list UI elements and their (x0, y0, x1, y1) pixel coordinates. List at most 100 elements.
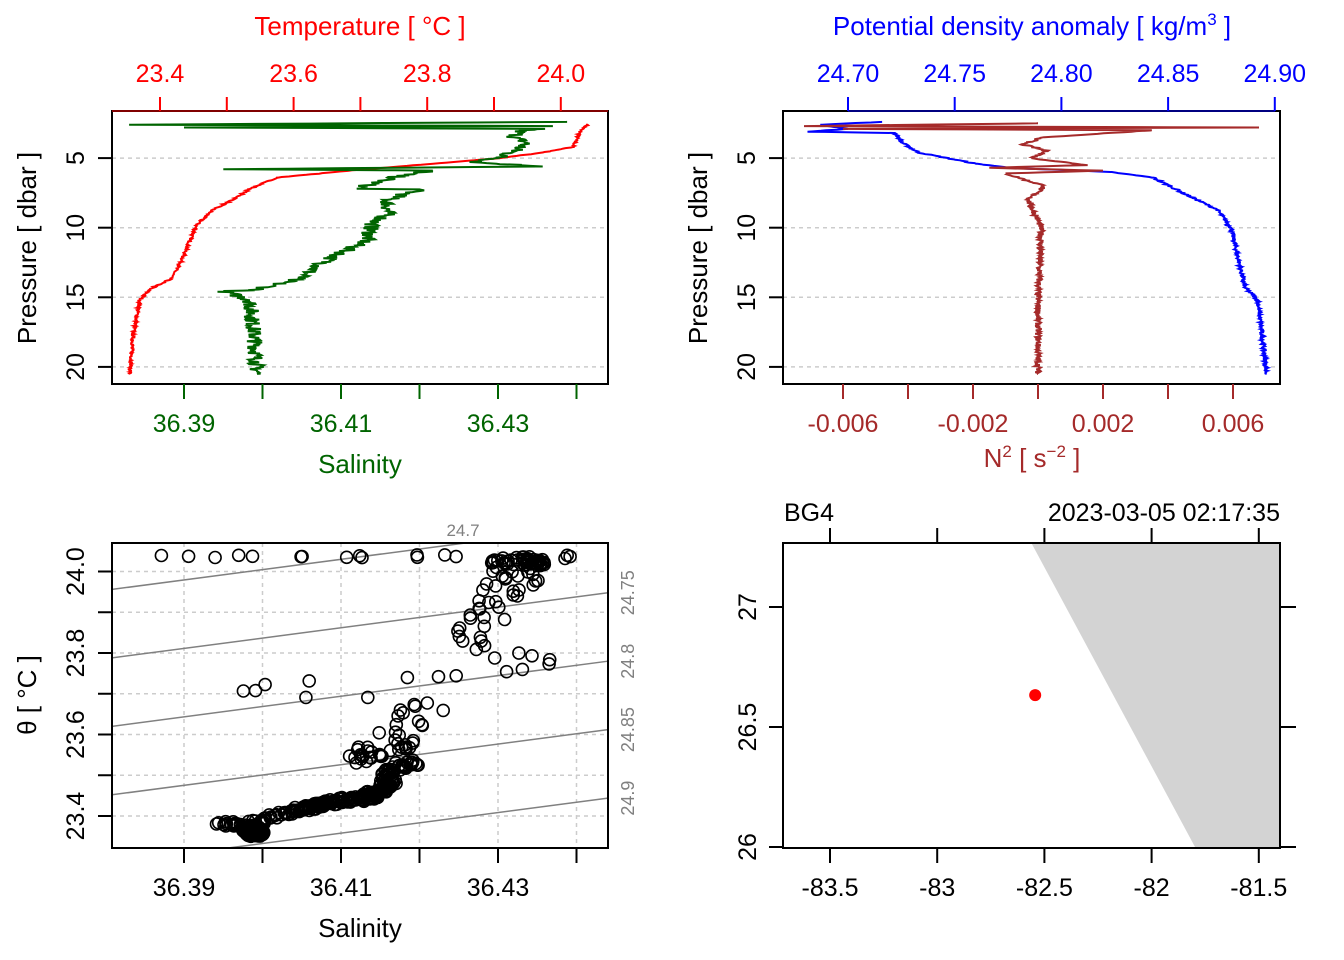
data-point (399, 741, 413, 756)
longitude-tick-label: -83.5 (802, 874, 859, 902)
temperature-line (126, 123, 591, 375)
temperature-salinity-profile-panel: 23.4 23.6 23.8 24.0 36.39 36.41 36.43 5 10 15 20 Te… (12, 11, 609, 479)
temperature-tick-label: 23.8 (403, 60, 452, 88)
data-point (154, 548, 169, 563)
data-point (393, 703, 408, 717)
ts-diagram-panel: 24.7 24.75 24.8 24.85 24.9 36.39 36.41 36.43 23.… (12, 521, 638, 943)
density-tick-label: 24.90 (1244, 60, 1307, 88)
x-tick-label: 36.43 (467, 874, 530, 902)
y-tick-label: 10 (62, 214, 90, 242)
data-point (372, 747, 387, 762)
plot-frame (782, 110, 1281, 385)
map-frame (782, 542, 1281, 849)
isopycnal-label: 24.7 (446, 521, 479, 540)
data-point (431, 669, 446, 684)
latitude-tick-label: 26.5 (734, 703, 762, 752)
density-line (807, 120, 1272, 375)
data-point (355, 550, 369, 565)
data-point (254, 827, 268, 841)
data-point (506, 557, 521, 572)
data-point (374, 749, 388, 764)
salinity-line (129, 120, 568, 375)
data-point (391, 742, 406, 757)
y-tick-label: 23.6 (62, 710, 90, 759)
label-part: 2 (1002, 442, 1011, 461)
data-point (410, 548, 424, 562)
data-point (449, 549, 463, 564)
data-point (408, 699, 423, 714)
y-tick-label: 5 (62, 151, 90, 165)
data-point (231, 548, 246, 563)
data-point (537, 555, 551, 570)
data-point (299, 800, 314, 814)
data-point (523, 561, 538, 576)
data-point (217, 817, 231, 832)
data-point (391, 709, 405, 723)
title-part: Potential density anomaly [ kg/m (833, 11, 1207, 41)
x-tick-label: 36.41 (310, 874, 373, 902)
data-point (449, 668, 464, 683)
y-tick-label: 24.0 (62, 547, 90, 596)
longitude-tick-label: -82 (1134, 874, 1170, 902)
isopycnal-line (112, 660, 608, 728)
temperature-tick-label: 24.0 (536, 60, 585, 88)
temperature-axis-title: Temperature [ °C ] (254, 11, 465, 41)
data-point (208, 550, 222, 565)
y-tick-label: 10 (733, 214, 761, 242)
data-point (533, 558, 548, 573)
data-point (302, 674, 317, 688)
isopycnal-line (222, 797, 608, 848)
data-point (294, 549, 308, 564)
longitude-tick-label: -81.5 (1230, 874, 1287, 902)
data-point (526, 578, 541, 592)
data-point (363, 750, 378, 765)
title-part: 3 (1207, 10, 1216, 29)
y-tick-label: 5 (733, 151, 761, 165)
x-tick-label: 36.39 (153, 874, 216, 902)
data-point (349, 756, 364, 770)
n2-tick-label: -0.002 (938, 410, 1009, 438)
data-point (360, 690, 375, 705)
salinity-tick-label: 36.39 (153, 410, 216, 438)
salinity-tick-label: 36.41 (310, 410, 373, 438)
data-point (181, 549, 196, 564)
label-part: −2 (1047, 442, 1066, 461)
data-point (436, 703, 451, 718)
n2-axis-title: N2 [ s−2 ] (984, 442, 1081, 473)
density-tick-label: 24.70 (817, 60, 880, 88)
data-point (491, 600, 506, 615)
longitude-tick-label: -82.5 (1016, 874, 1073, 902)
temperature-tick-label: 23.4 (136, 60, 185, 88)
data-point (525, 648, 539, 663)
isopycnal-label: 24.75 (618, 570, 638, 615)
data-point (472, 593, 486, 608)
data-point (339, 550, 354, 565)
density-axis-title: Potential density anomaly [ kg/m3 ] (833, 10, 1231, 41)
data-point (411, 714, 426, 729)
n2-tick-label: 0.006 (1202, 410, 1265, 438)
scatter-points (154, 548, 577, 844)
data-point (455, 634, 470, 648)
y-tick-label: 15 (62, 283, 90, 311)
data-point (477, 638, 492, 653)
data-point (477, 619, 492, 634)
data-point (542, 657, 556, 671)
data-point (342, 792, 357, 807)
data-point (510, 589, 525, 603)
data-point (372, 725, 387, 740)
data-point (497, 612, 512, 627)
pressure-axis-title: Pressure [ dbar ] (683, 152, 713, 344)
data-point (245, 549, 260, 564)
station-time: 2023-03-05 02:17:35 (1048, 499, 1280, 527)
data-point (236, 684, 251, 698)
density-n2-profile-panel: 24.70 24.75 24.80 24.85 24.90 -0.006 -0.002 0.0… (683, 10, 1306, 473)
data-point (515, 662, 530, 677)
theta-axis-title: θ [ °C ] (12, 655, 42, 735)
data-point (352, 548, 367, 563)
station-marker (1029, 689, 1042, 702)
n2-line (803, 122, 1260, 375)
land-polygon (1031, 543, 1280, 848)
data-point (487, 651, 502, 665)
data-point (437, 548, 452, 562)
